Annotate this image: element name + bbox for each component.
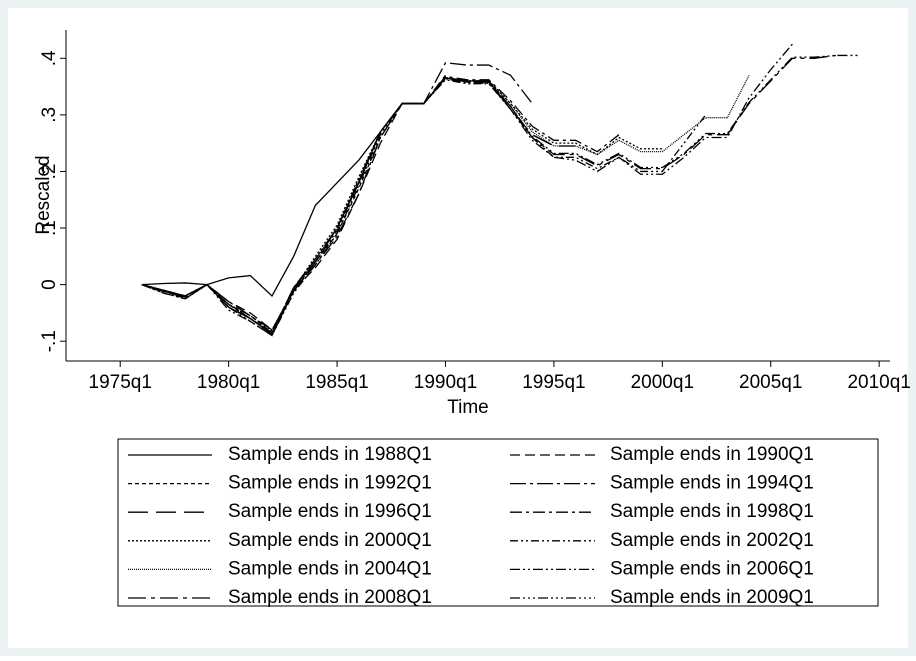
series-line bbox=[141, 54, 858, 334]
y-tick-label: -.1 bbox=[39, 330, 60, 352]
legend-label: Sample ends in 1996Q1 bbox=[228, 501, 432, 522]
legend-label: Sample ends in 1994Q1 bbox=[610, 473, 814, 494]
legend-label: Sample ends in 2009Q1 bbox=[610, 587, 814, 608]
legend-label: Sample ends in 2004Q1 bbox=[228, 558, 432, 579]
series-line bbox=[141, 43, 793, 337]
series-line bbox=[141, 54, 836, 336]
legend-label: Sample ends in 1998Q1 bbox=[610, 501, 814, 522]
legend-label: Sample ends in 1992Q1 bbox=[228, 473, 432, 494]
y-tick-label: .2 bbox=[39, 164, 60, 180]
x-tick-label: 1985q1 bbox=[305, 372, 368, 393]
legend-label: Sample ends in 1990Q1 bbox=[610, 444, 814, 465]
legend-label: Sample ends in 2000Q1 bbox=[228, 530, 432, 551]
legend-label: Sample ends in 2008Q1 bbox=[228, 587, 432, 608]
legend-label: Sample ends in 2002Q1 bbox=[610, 530, 814, 551]
x-tick-label: 2010q1 bbox=[847, 372, 910, 393]
legend-box bbox=[117, 438, 879, 607]
x-tick-label: 2005q1 bbox=[739, 372, 802, 393]
series-line bbox=[141, 62, 533, 331]
y-tick-label: .3 bbox=[39, 107, 60, 123]
y-tick-label: .1 bbox=[39, 220, 60, 236]
y-axis-title: Rescaled bbox=[33, 155, 54, 234]
x-axis-title: Time bbox=[447, 397, 489, 418]
x-tick-label: 1990q1 bbox=[414, 372, 477, 393]
y-tick-label: 0 bbox=[39, 279, 60, 290]
x-tick-label: 1995q1 bbox=[522, 372, 585, 393]
x-tick-label: 1980q1 bbox=[197, 372, 260, 393]
y-tick-label: .4 bbox=[39, 50, 60, 66]
legend-label: Sample ends in 2006Q1 bbox=[610, 558, 814, 579]
series-line bbox=[141, 103, 403, 297]
x-tick-label: 1975q1 bbox=[89, 372, 152, 393]
legend-label: Sample ends in 1988Q1 bbox=[228, 444, 432, 465]
x-tick-label: 2000q1 bbox=[631, 372, 694, 393]
